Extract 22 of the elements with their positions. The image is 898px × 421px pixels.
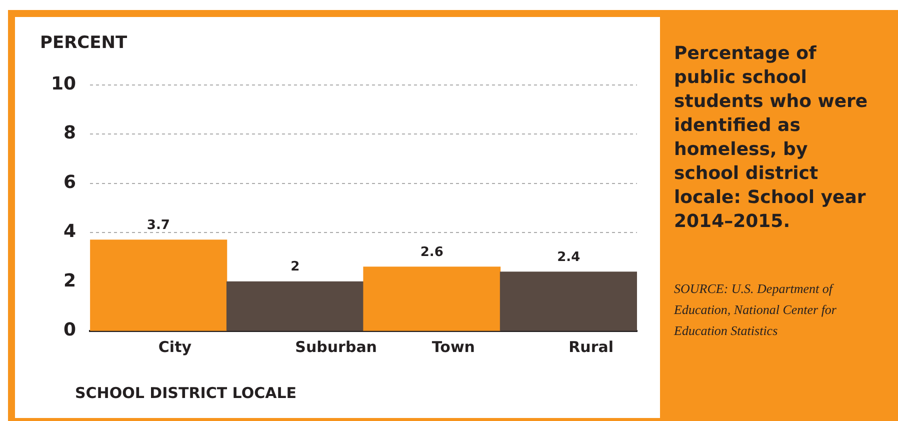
y-tick-label: 0 — [64, 320, 76, 341]
y-tick-label: 8 — [64, 122, 76, 144]
data-label: 2 — [290, 260, 300, 275]
x-tick-label: Suburban — [295, 338, 377, 356]
text: Percentage of public school students who were identified as homeless, by school district locale: School year 2014–2015. — [674, 42, 869, 234]
y-tick-label: 4 — [64, 221, 76, 242]
bar — [226, 281, 364, 331]
y-tick-label: 10 — [50, 73, 76, 94]
y-axis-title: PERCENT — [40, 33, 128, 53]
x-tick-label: Rural — [568, 338, 614, 356]
source-note: SOURCE: U.S. Department of Education, National Center for Education Statistics — [674, 280, 838, 340]
bar — [363, 266, 501, 331]
bar — [90, 240, 228, 331]
y-tick-label: 2 — [64, 270, 76, 292]
x-tick-label: Town — [432, 338, 475, 356]
data-label: 3.7 — [146, 218, 170, 233]
data-label: 2.6 — [420, 244, 444, 260]
y-tick-label: 6 — [64, 172, 76, 193]
x-tick-label: City — [158, 338, 192, 356]
data-label: 2.4 — [557, 250, 580, 265]
bar — [500, 272, 637, 331]
x-axis-title: SCHOOL DISTRICT LOCALE — [75, 384, 297, 402]
